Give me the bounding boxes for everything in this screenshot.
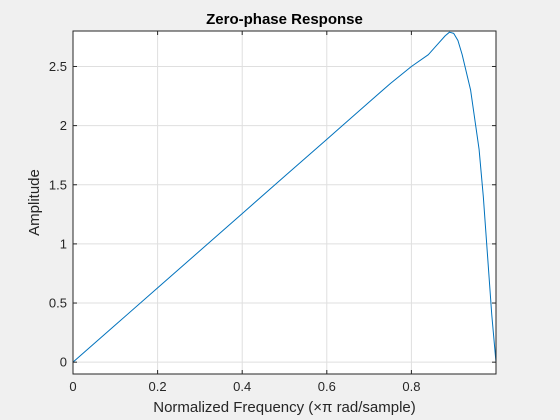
y-tick-label: 1.5 xyxy=(49,177,67,192)
axes-box xyxy=(72,30,497,375)
x-tick-label: 0.6 xyxy=(318,379,336,394)
y-tick-label: 1 xyxy=(60,236,67,251)
y-tick-label: 2 xyxy=(60,118,67,133)
data-layer xyxy=(72,31,497,363)
x-tick-label: 0.4 xyxy=(233,379,251,394)
x-tick-label: 0 xyxy=(69,379,76,394)
y-axis-label: Amplitude xyxy=(26,169,43,236)
ticks: 0 0.2 0.4 0.6 0.8 0 0.5 1 1.5 2 2.5 xyxy=(49,31,496,394)
y-tick-label: 2.5 xyxy=(49,59,67,74)
y-tick-label: 0.5 xyxy=(49,296,67,311)
x-axis-label: Normalized Frequency (×π rad/sample) xyxy=(153,399,416,416)
x-tick-label: 0.2 xyxy=(149,379,167,394)
response-line xyxy=(72,31,497,363)
plot-area xyxy=(73,31,496,374)
chart-title: Zero-phase Response xyxy=(206,11,363,28)
grid xyxy=(72,31,496,374)
x-tick-label: 0.8 xyxy=(402,379,420,394)
y-tick-label: 0 xyxy=(60,355,67,370)
